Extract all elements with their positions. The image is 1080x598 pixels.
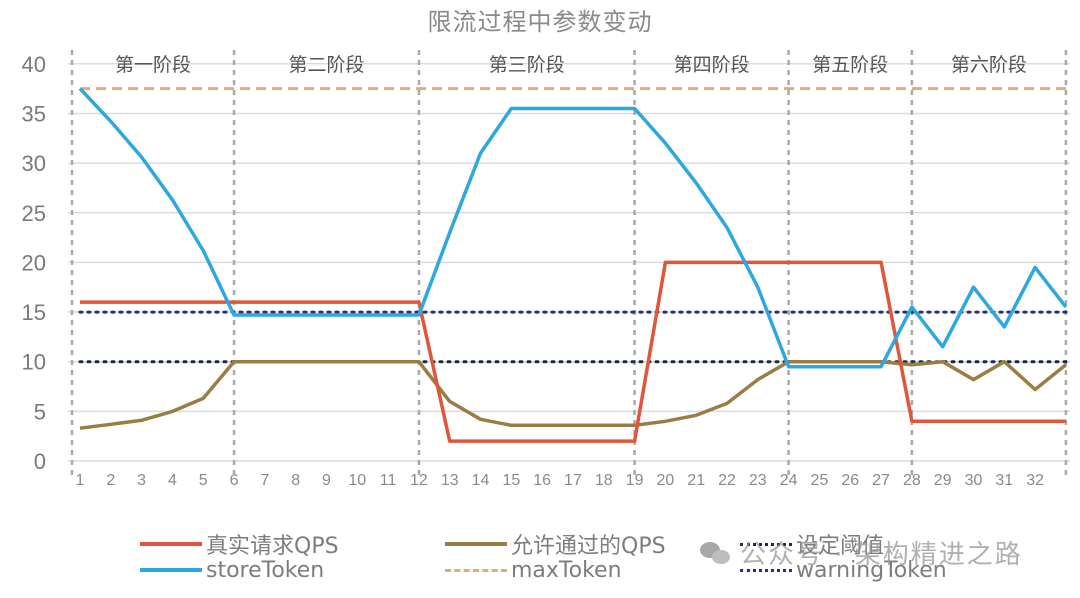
x-tick-label: 21 (687, 472, 705, 489)
y-tick-label: 0 (34, 449, 46, 474)
legend-swatch-icon (140, 542, 202, 546)
y-tick-label: 15 (22, 300, 46, 325)
legend-item-threshold: 设定阈值 (740, 532, 884, 559)
phase-label: 第一阶段 (115, 54, 191, 76)
x-tick-label: 20 (656, 472, 674, 489)
x-tick-label: 10 (348, 472, 366, 489)
legend: 真实请求QPS storeToken 允许通过的QPS maxToken 设定阈… (140, 532, 1080, 592)
legend-swatch-icon (140, 568, 202, 572)
x-tick-label: 9 (322, 472, 331, 489)
legend-swatch-icon (445, 568, 507, 572)
phase-label: 第五阶段 (812, 54, 888, 76)
x-tick-label: 3 (137, 472, 146, 489)
x-tick-label: 31 (995, 472, 1013, 489)
x-tick-label: 27 (872, 472, 890, 489)
x-tick-label: 18 (595, 472, 613, 489)
x-tick-label: 26 (841, 472, 859, 489)
x-tick-label: 7 (260, 472, 269, 489)
phase-label: 第四阶段 (674, 54, 750, 76)
legend-item-real-qps: 真实请求QPS (140, 532, 339, 559)
y-tick-label: 35 (22, 101, 46, 126)
x-tick-label: 22 (718, 472, 736, 489)
series-line (80, 260, 1066, 443)
y-tick-label: 25 (22, 201, 46, 226)
legend-swatch-icon (445, 542, 507, 546)
x-tick-label: 16 (533, 472, 551, 489)
x-tick-label: 15 (502, 472, 520, 489)
x-tick-label: 13 (441, 472, 459, 489)
phase-label: 第二阶段 (288, 54, 364, 76)
legend-item-storetoken: storeToken (140, 557, 325, 583)
y-tick-label: 20 (22, 250, 46, 275)
phase-label: 第六阶段 (951, 54, 1027, 76)
legend-label: maxToken (511, 557, 622, 583)
x-tick-label: 2 (106, 472, 115, 489)
x-tick-label: 30 (965, 472, 983, 489)
legend-swatch-icon (740, 568, 792, 572)
x-tick-label: 24 (780, 472, 798, 489)
watermark-text: 公众号 · 架构精进之路 (740, 540, 1023, 570)
x-tick-label: 28 (903, 472, 921, 489)
x-tick-label: 23 (749, 472, 767, 489)
y-tick-label: 5 (34, 399, 46, 424)
x-tick-label: 17 (564, 472, 582, 489)
x-tick-label: 8 (291, 472, 300, 489)
legend-label: 真实请求QPS (206, 534, 339, 559)
y-tick-label: 40 (22, 52, 46, 77)
y-tick-label: 10 (22, 350, 46, 375)
x-tick-label: 12 (410, 472, 428, 489)
series-line (79, 359, 1067, 430)
x-tick-label: 25 (811, 472, 829, 489)
legend-label: 设定阈值 (796, 534, 885, 559)
legend-item-allowed-qps: 允许通过的QPS (445, 532, 666, 559)
wechat-icon (700, 541, 730, 564)
x-tick-label: 29 (934, 472, 952, 489)
x-tick-label: 11 (380, 472, 397, 489)
x-tick-label: 6 (230, 472, 239, 489)
y-tick-label: 30 (22, 151, 46, 176)
legend-item-maxtoken: maxToken (445, 557, 622, 583)
x-tick-label: 32 (1026, 472, 1044, 489)
x-tick-label: 5 (199, 472, 208, 489)
legend-item-warningtoken: warningToken (740, 557, 947, 583)
chart-title: 限流过程中参数变动 (427, 8, 653, 36)
legend-swatch-icon (740, 542, 792, 546)
legend-label: storeToken (206, 557, 325, 583)
x-tick-label: 4 (168, 472, 177, 489)
watermark: 公众号 · 架构精进之路 (700, 534, 1023, 571)
legend-label: 允许通过的QPS (511, 534, 666, 559)
legend-label: warningToken (796, 557, 947, 583)
x-tick-label: 14 (472, 472, 490, 489)
phase-label: 第三阶段 (489, 54, 565, 76)
x-tick-label: 19 (626, 472, 644, 489)
series-line (78, 87, 1068, 369)
x-tick-label: 1 (76, 472, 85, 489)
